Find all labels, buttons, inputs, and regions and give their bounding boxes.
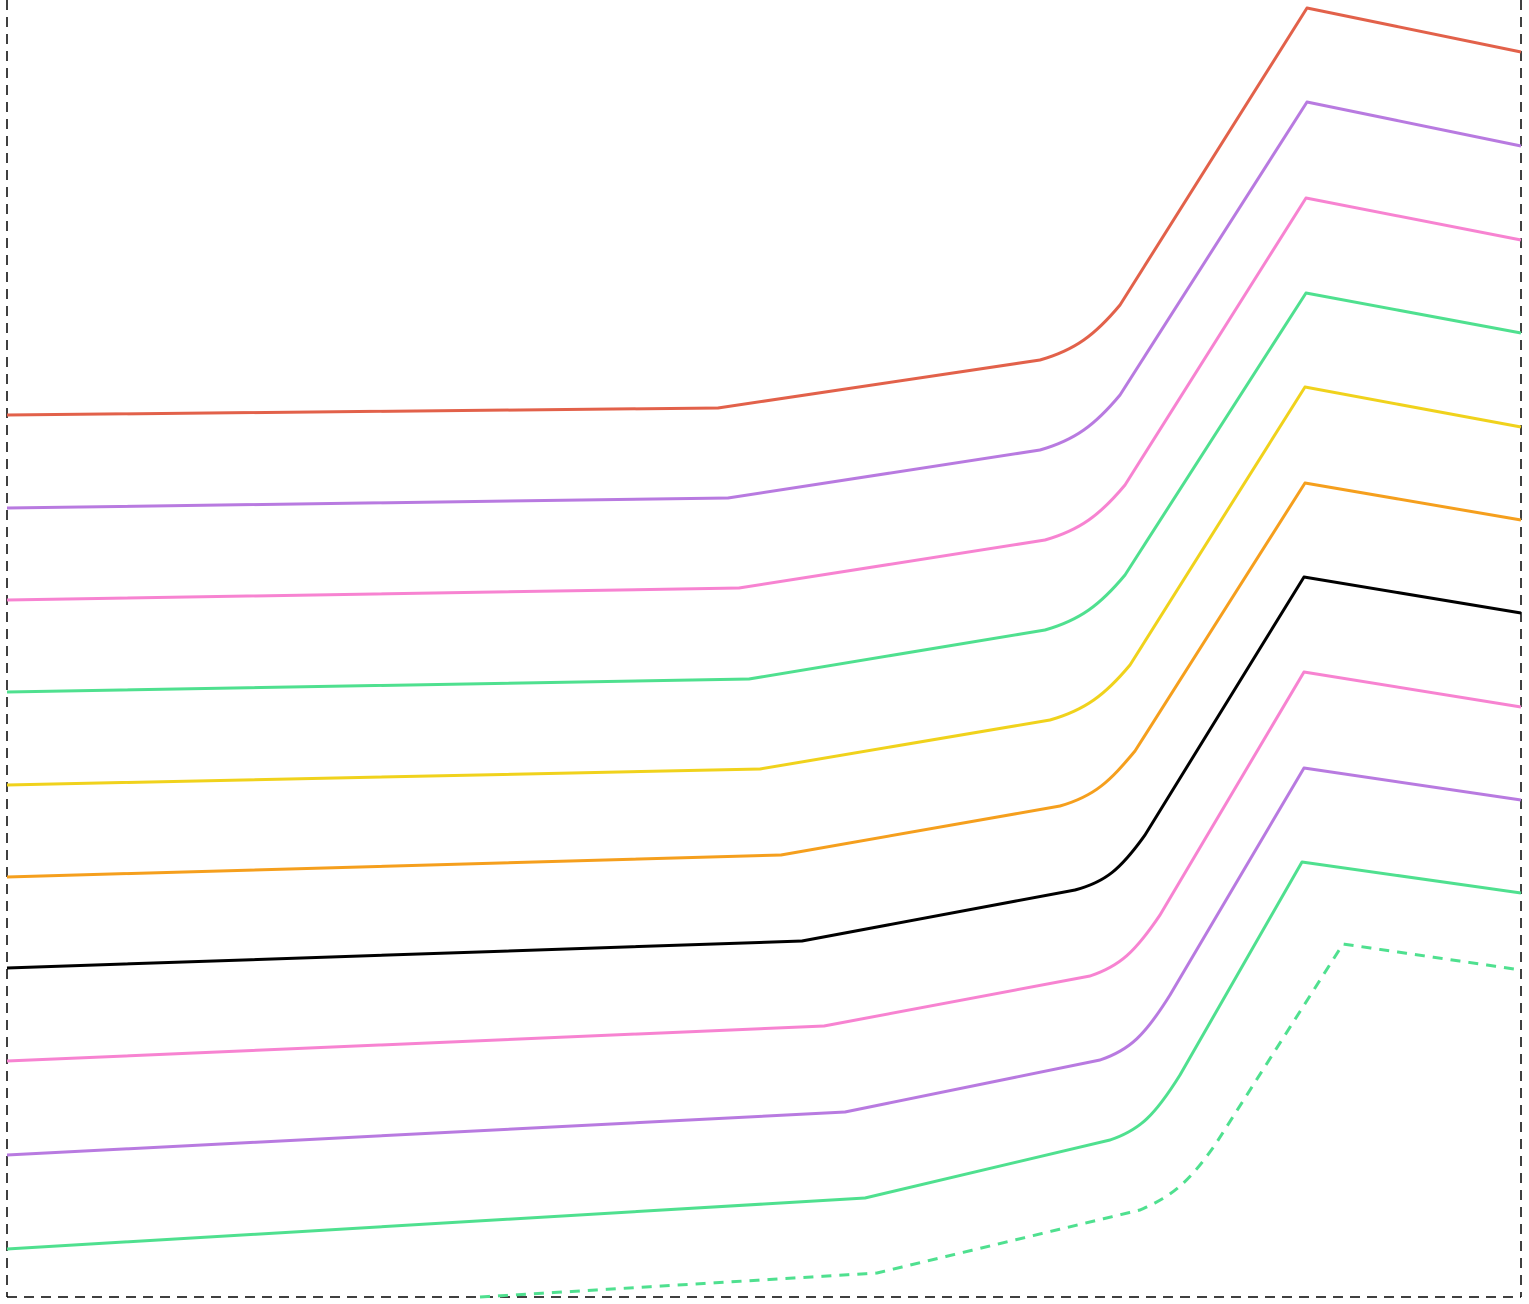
curve-4 [6, 291, 1522, 694]
curve-7 [6, 575, 1522, 970]
curve-8 [6, 670, 1522, 1063]
curve-11 [479, 942, 1522, 1299]
curve-5 [6, 385, 1522, 787]
curve-3 [6, 196, 1522, 602]
curve-1 [6, 6, 1522, 417]
curve-6 [6, 481, 1522, 879]
frame [6, 0, 1522, 1298]
curve-9 [6, 766, 1522, 1157]
curve-2 [6, 100, 1522, 510]
curve-10 [6, 860, 1522, 1251]
curves [6, 6, 1522, 1299]
